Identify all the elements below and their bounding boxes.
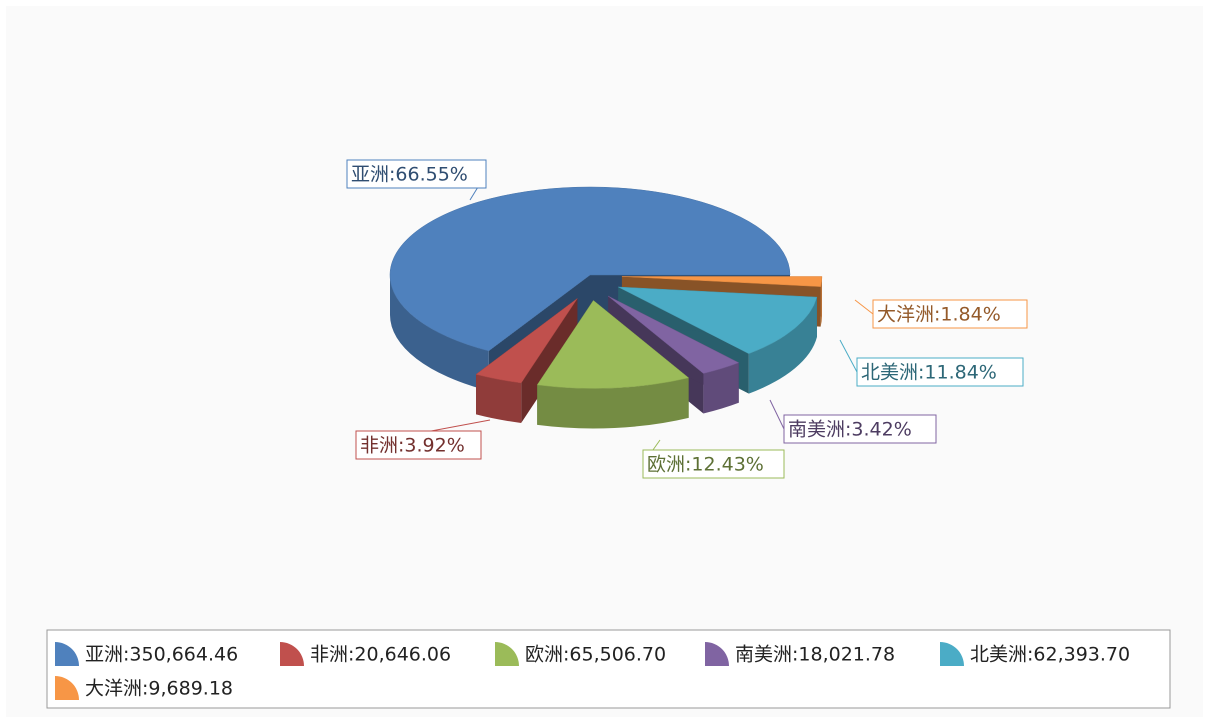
- data-label-box: [355, 430, 482, 460]
- legend-label: 欧洲:65,506.70: [525, 644, 666, 666]
- data-label-box: [872, 299, 1028, 329]
- slice-side: [476, 374, 522, 423]
- data-label-box: [783, 414, 937, 444]
- slice: [608, 295, 740, 374]
- legend-icon: [940, 642, 964, 666]
- slice-side: [537, 377, 689, 429]
- slice-side: [820, 276, 822, 327]
- slice: [475, 298, 578, 384]
- legend-icon: [705, 642, 729, 666]
- data-label: 大洋洲:1.84%: [877, 304, 1001, 326]
- slice: [621, 276, 823, 287]
- legend-icon: [280, 642, 304, 666]
- data-label: 亚洲:66.55%: [351, 164, 468, 186]
- legend-label: 非洲:20,646.06: [310, 644, 451, 666]
- data-label: 欧洲:12.43%: [647, 454, 764, 476]
- slice-edge: [521, 298, 578, 423]
- data-label-box: [856, 357, 1024, 387]
- slice: [618, 286, 818, 354]
- legend-label: 北美洲:62,393.70: [970, 644, 1130, 666]
- legend-icon: [55, 676, 79, 700]
- legend-label: 大洋洲:9,689.18: [85, 678, 233, 700]
- data-label-box: [346, 159, 487, 189]
- legend-icon: [495, 642, 519, 666]
- legend-label: 亚洲:350,664.46: [85, 644, 238, 666]
- legend-label: 南美洲:18,021.78: [735, 644, 895, 666]
- data-label: 非洲:3.92%: [360, 435, 465, 457]
- legend-icon: [55, 642, 79, 666]
- leader-line: [854, 299, 874, 315]
- slice: [389, 186, 791, 352]
- data-label: 北美洲:11.84%: [861, 362, 997, 384]
- data-label-box: [642, 449, 785, 479]
- slice-side: [748, 297, 817, 394]
- legend-box: [46, 629, 1171, 709]
- data-label: 南美洲:3.42%: [788, 419, 912, 441]
- slice-side: [703, 362, 739, 414]
- leader-line: [769, 399, 785, 430]
- slice: [536, 300, 690, 389]
- leader-line: [839, 339, 858, 373]
